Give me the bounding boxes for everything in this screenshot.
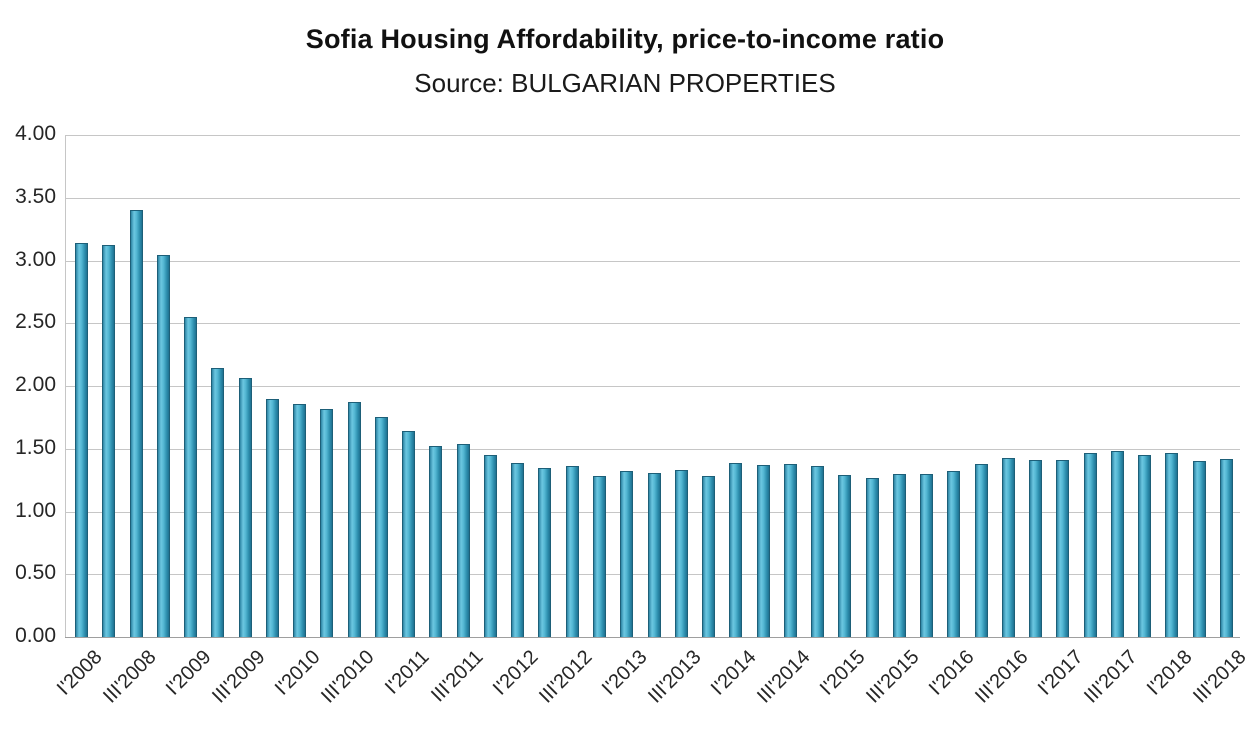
bar <box>975 464 988 637</box>
bar <box>593 476 606 637</box>
chart-subtitle: Source: BULGARIAN PROPERTIES <box>414 68 836 98</box>
bar <box>293 404 306 637</box>
bar <box>402 431 415 637</box>
bar <box>184 317 197 637</box>
bar <box>811 466 824 637</box>
bar <box>893 474 906 637</box>
bar <box>1084 453 1097 637</box>
grid-line <box>65 135 1240 136</box>
bar <box>130 210 143 637</box>
bar <box>75 243 88 637</box>
bar <box>1138 455 1151 637</box>
grid-line <box>65 637 1240 638</box>
bar <box>1002 458 1015 637</box>
bar <box>702 476 715 637</box>
y-tick-label: 2.50 <box>15 310 56 333</box>
bar <box>620 471 633 637</box>
bar <box>484 455 497 637</box>
x-tick-label: III'2018 <box>1189 646 1250 708</box>
bar <box>457 444 470 637</box>
bar <box>566 466 579 637</box>
bar <box>157 255 170 637</box>
x-tick-label: III'2008 <box>99 646 161 708</box>
bar <box>429 446 442 637</box>
y-tick-label: 2.00 <box>15 373 56 396</box>
grid-line <box>65 261 1240 262</box>
chart-title: Sofia Housing Affordability, price-to-in… <box>305 24 945 54</box>
x-tick-label: III'2012 <box>535 646 597 708</box>
y-tick-label: 1.00 <box>15 499 56 522</box>
grid-line <box>65 198 1240 199</box>
bar <box>729 463 742 637</box>
bar <box>675 470 688 637</box>
bar <box>1111 451 1124 637</box>
bar <box>511 463 524 637</box>
y-tick-label: 3.50 <box>15 185 56 208</box>
grid-line <box>65 323 1240 324</box>
x-tick-label: III'2016 <box>971 646 1033 708</box>
y-tick-label: 0.50 <box>15 561 56 584</box>
y-tick-label: 3.00 <box>15 248 56 271</box>
bar <box>1220 459 1233 637</box>
bar <box>348 402 361 637</box>
bar <box>838 475 851 637</box>
bar <box>320 409 333 637</box>
x-tick-label: III'2011 <box>427 646 488 707</box>
x-tick-label: III'2014 <box>753 646 815 708</box>
bar <box>375 417 388 637</box>
bar <box>239 378 252 637</box>
x-tick-label: III'2013 <box>644 646 706 708</box>
bar <box>1193 461 1206 637</box>
bar <box>538 468 551 637</box>
bar <box>1056 460 1069 637</box>
x-tick-label: I'2011 <box>380 646 434 699</box>
x-tick-label: III'2009 <box>208 646 270 708</box>
bar <box>784 464 797 637</box>
bar <box>757 465 770 637</box>
x-tick-label: III'2017 <box>1080 646 1142 708</box>
grid-line <box>65 449 1240 450</box>
bar <box>211 368 224 637</box>
bar <box>648 473 661 637</box>
bar <box>866 478 879 637</box>
bar <box>1165 453 1178 637</box>
bar <box>1029 460 1042 637</box>
y-tick-label: 1.50 <box>15 436 56 459</box>
grid-line <box>65 386 1240 387</box>
y-tick-label: 4.00 <box>15 122 56 145</box>
x-tick-label: III'2010 <box>317 646 379 708</box>
bar <box>947 471 960 637</box>
bar <box>920 474 933 637</box>
y-tick-label: 0.00 <box>15 624 56 647</box>
bar <box>102 245 115 637</box>
x-tick-label: III'2015 <box>862 646 924 708</box>
bar <box>266 399 279 637</box>
